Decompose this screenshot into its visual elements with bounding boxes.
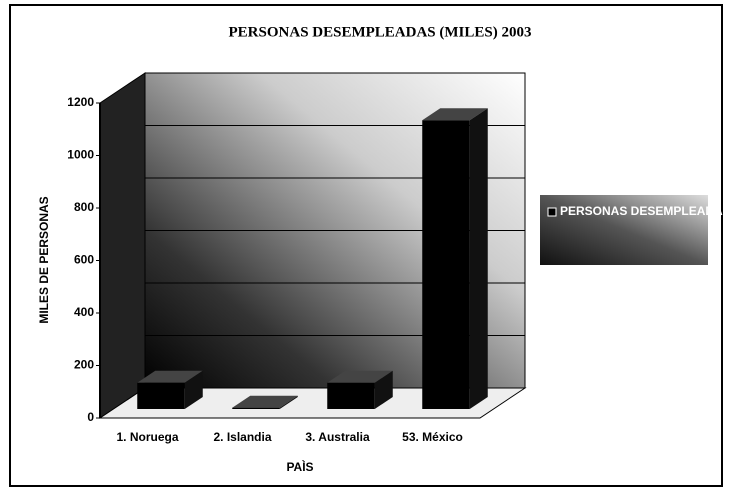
bar — [327, 382, 375, 409]
x-axis-label: PAÌS — [286, 459, 313, 474]
y-tick-label: 800 — [74, 200, 94, 214]
x-tick-label: 1. Noruega — [116, 430, 178, 444]
y-tick-label: 200 — [74, 358, 94, 372]
bar-top — [232, 395, 298, 408]
x-tick-label: 3. Australia — [305, 430, 370, 444]
bar-side — [374, 370, 393, 409]
bar — [422, 120, 470, 409]
y-tick-label: 600 — [74, 253, 94, 267]
bar-top — [137, 370, 203, 383]
bar-side — [184, 370, 203, 409]
bar-side — [279, 395, 298, 409]
y-axis-label: MILES DE PERSONAS — [37, 196, 51, 323]
bar — [232, 407, 280, 409]
bar-top — [422, 108, 488, 121]
legend-label: PERSONAS DESEMPLEADAS — [560, 204, 731, 218]
y-tick-label: 1000 — [67, 148, 94, 162]
legend-swatch — [547, 207, 557, 217]
y-tick-label: 1200 — [67, 95, 94, 109]
side-wall — [99, 72, 146, 419]
y-tick-label: 400 — [74, 305, 94, 319]
chart-title: PERSONAS DESEMPLEADAS (MILES) 2003 — [229, 24, 532, 40]
y-tick-label: 0 — [87, 410, 94, 424]
x-tick-label: 53. México — [402, 430, 463, 444]
bar-top — [327, 370, 393, 383]
bar — [137, 382, 185, 409]
legend-box — [540, 195, 708, 265]
x-tick-label: 2. Islandia — [213, 430, 271, 444]
bar-side — [469, 108, 488, 409]
